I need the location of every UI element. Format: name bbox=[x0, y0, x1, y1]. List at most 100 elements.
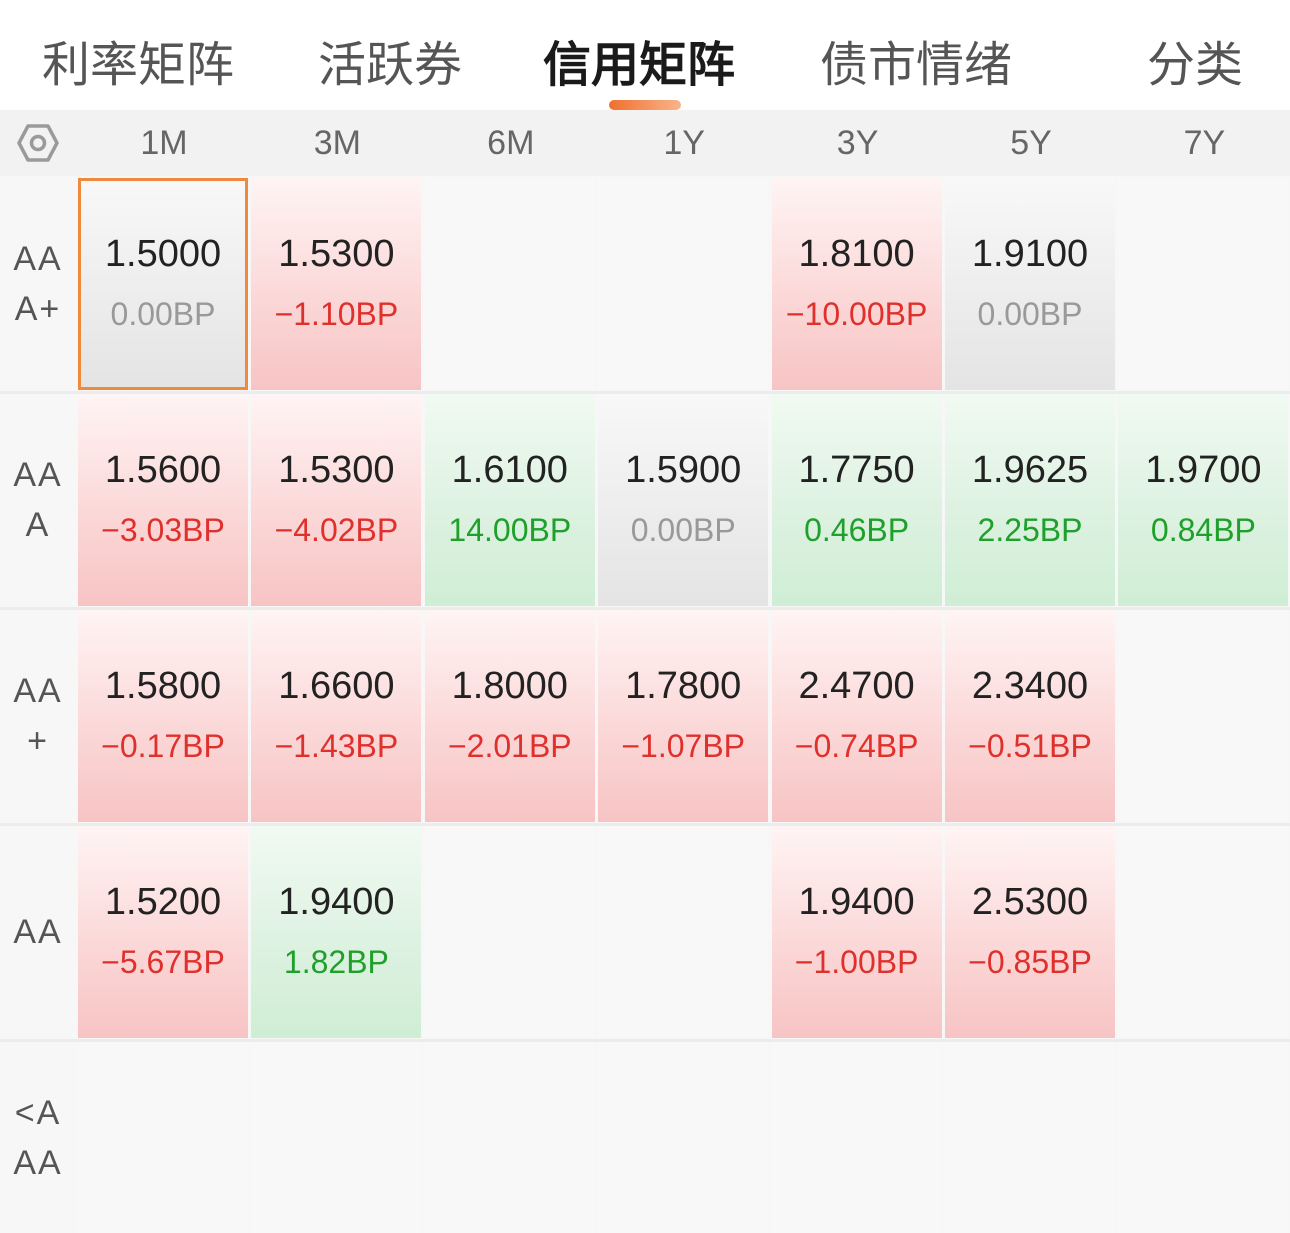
column-header-6m: 6M bbox=[487, 124, 535, 162]
matrix-header-row: 1M 3M 6M 1Y 3Y 5Y 7Y bbox=[0, 110, 1290, 176]
cell-yield-value: 2.3400 bbox=[971, 665, 1089, 707]
matrix-cell[interactable] bbox=[945, 1042, 1115, 1233]
cell-yield-value: 1.9625 bbox=[971, 449, 1089, 491]
cell-bp-change: −10.00BP bbox=[785, 296, 928, 332]
row-header-label: AA+ bbox=[13, 672, 63, 760]
cell-bp-change: −5.67BP bbox=[101, 944, 225, 980]
cell-yield-value: 1.6100 bbox=[451, 449, 568, 491]
matrix-cell[interactable]: 1.5900 0.00BP bbox=[598, 394, 769, 606]
cell-yield-value: 1.6600 bbox=[278, 665, 395, 707]
cell-yield-value: 2.5300 bbox=[971, 881, 1089, 923]
tab-bar: 利率矩阵 活跃券 信用矩阵 债市情绪 分类 bbox=[0, 0, 1290, 112]
cell-yield-value: 1.7750 bbox=[798, 449, 915, 491]
cell-yield-value: 1.5300 bbox=[278, 449, 395, 491]
cell-bp-change: −1.10BP bbox=[274, 296, 399, 332]
column-header-7y: 7Y bbox=[1183, 124, 1226, 162]
cell-yield-value: 1.9400 bbox=[798, 881, 915, 923]
cell-bp-change: −0.51BP bbox=[968, 728, 1092, 764]
hexagon-gear-icon[interactable] bbox=[10, 118, 66, 168]
matrix-cell[interactable]: 1.9625 2.25BP bbox=[945, 394, 1115, 606]
matrix-cell[interactable]: 1.5300 −1.10BP bbox=[251, 178, 422, 390]
column-header-5y: 5Y bbox=[1010, 124, 1052, 162]
row-header-aa-plus: AA+ bbox=[0, 610, 76, 822]
cell-bp-change: −0.85BP bbox=[968, 944, 1092, 980]
matrix-cell[interactable] bbox=[1118, 610, 1289, 822]
row-header-aaa-plus: AAA+ bbox=[0, 178, 76, 390]
row-header-aa: AA bbox=[0, 826, 76, 1038]
row-header-aaa-lt: <AAA bbox=[0, 1042, 76, 1233]
cell-bp-change: −0.17BP bbox=[101, 728, 225, 764]
matrix-cell[interactable]: 1.5000 0.00BP bbox=[78, 178, 248, 390]
cell-bp-change: −1.43BP bbox=[274, 728, 399, 764]
cell-bp-change: −4.02BP bbox=[274, 512, 399, 548]
column-header-3m: 3M bbox=[313, 124, 361, 162]
cell-yield-value: 1.5800 bbox=[104, 665, 222, 707]
tab-credit-matrix[interactable]: 信用矩阵 bbox=[543, 39, 736, 92]
matrix-cell[interactable]: 1.9400 −1.00BP bbox=[771, 826, 942, 1038]
matrix-cell[interactable]: 1.6600 −1.43BP bbox=[251, 610, 422, 822]
row-header-aaa: AAA bbox=[0, 394, 76, 606]
tab-category[interactable]: 分类 bbox=[1147, 39, 1244, 92]
matrix-cell[interactable] bbox=[1118, 178, 1289, 390]
matrix-cell[interactable]: 1.7800 −1.07BP bbox=[598, 610, 769, 822]
matrix-cell[interactable]: 1.9700 0.84BP bbox=[1118, 394, 1289, 606]
cell-bp-change: −3.03BP bbox=[101, 512, 225, 548]
cell-bp-change: −2.01BP bbox=[447, 728, 572, 764]
tab-rate-matrix[interactable]: 利率矩阵 bbox=[42, 39, 235, 92]
active-tab-indicator bbox=[609, 100, 681, 110]
cell-yield-value: 1.7800 bbox=[625, 665, 742, 707]
row-divider bbox=[0, 607, 1290, 610]
row-header-label: <AAA bbox=[13, 1093, 63, 1182]
cell-bp-change: −1.07BP bbox=[621, 728, 746, 764]
matrix-cell[interactable]: 1.8100 −10.00BP bbox=[771, 178, 942, 390]
matrix-cell[interactable]: 1.6100 14.00BP bbox=[424, 394, 595, 606]
row-divider bbox=[0, 1039, 1290, 1042]
matrix-cell[interactable]: 1.9400 1.82BP bbox=[251, 826, 422, 1038]
matrix-cell[interactable]: 2.3400 −0.51BP bbox=[945, 610, 1115, 822]
cell-bp-change: −1.00BP bbox=[794, 944, 919, 980]
matrix-cell[interactable]: 1.5600 −3.03BP bbox=[78, 394, 248, 606]
matrix-cell[interactable]: 1.9100 0.00BP bbox=[945, 178, 1115, 390]
matrix-cell[interactable]: 1.5300 −4.02BP bbox=[251, 394, 422, 606]
cell-bp-change: −0.74BP bbox=[794, 728, 919, 764]
matrix-cell[interactable] bbox=[78, 1042, 248, 1233]
matrix-cell[interactable]: 1.8000 −2.01BP bbox=[424, 610, 595, 822]
cell-yield-value: 1.5900 bbox=[625, 449, 742, 491]
row-divider bbox=[0, 391, 1290, 394]
cell-yield-value: 1.5300 bbox=[278, 233, 395, 275]
matrix-cell[interactable]: 2.4700 −0.74BP bbox=[771, 610, 942, 822]
tab-bond-sentiment[interactable]: 债市情绪 bbox=[820, 39, 1013, 92]
matrix-cell[interactable] bbox=[1118, 826, 1289, 1038]
cell-yield-value: 1.8100 bbox=[798, 233, 915, 275]
column-header-1m: 1M bbox=[140, 124, 188, 162]
cell-bp-change: 0.00BP bbox=[630, 512, 736, 548]
column-header-1y: 1Y bbox=[663, 124, 705, 162]
cell-bp-change: 0.00BP bbox=[977, 296, 1083, 332]
cell-yield-value: 2.4700 bbox=[798, 665, 915, 707]
matrix-cell[interactable]: 1.5800 −0.17BP bbox=[78, 610, 248, 822]
matrix-cell[interactable] bbox=[598, 178, 769, 390]
matrix-cell[interactable] bbox=[424, 826, 595, 1038]
matrix-cell[interactable]: 2.5300 −0.85BP bbox=[945, 826, 1115, 1038]
cell-yield-value: 1.5600 bbox=[104, 449, 222, 491]
cell-bp-change: 2.25BP bbox=[977, 512, 1083, 548]
cell-yield-value: 1.5200 bbox=[104, 881, 222, 923]
cell-bp-change: 0.46BP bbox=[804, 512, 910, 548]
matrix-cell[interactable] bbox=[424, 1042, 595, 1233]
credit-matrix-grid: 1M 3M 6M 1Y 3Y 5Y 7Y AAA+ 1.5000 0.00BP 1.5300 −1.… bbox=[0, 110, 1290, 1233]
row-divider bbox=[0, 823, 1290, 826]
matrix-cell[interactable]: 1.7750 0.46BP bbox=[771, 394, 942, 606]
matrix-cell[interactable] bbox=[598, 826, 769, 1038]
matrix-cell[interactable]: 1.5200 −5.67BP bbox=[78, 826, 248, 1038]
tab-active-bonds[interactable]: 活跃券 bbox=[318, 39, 463, 92]
cell-bp-change: 14.00BP bbox=[448, 512, 572, 548]
matrix-cell[interactable] bbox=[1118, 1042, 1289, 1233]
matrix-cell[interactable] bbox=[424, 178, 595, 390]
matrix-cell[interactable] bbox=[598, 1042, 769, 1233]
matrix-cell[interactable] bbox=[251, 1042, 422, 1233]
column-header-3y: 3Y bbox=[836, 124, 879, 162]
cell-bp-change: 0.00BP bbox=[110, 296, 216, 332]
row-header-label: AAA bbox=[13, 456, 63, 544]
matrix-cell[interactable] bbox=[771, 1042, 942, 1233]
cell-yield-value: 1.9100 bbox=[971, 233, 1089, 275]
